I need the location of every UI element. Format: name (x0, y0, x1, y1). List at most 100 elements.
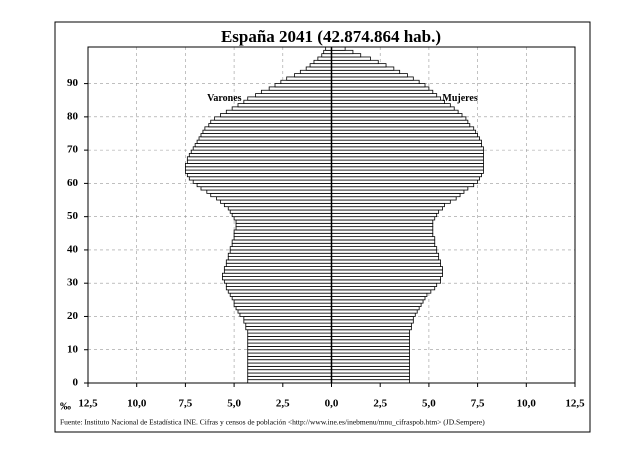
bar (331, 63, 387, 68)
bar (331, 126, 475, 131)
bar (247, 359, 332, 364)
x-tick-label: 12,5 (565, 398, 585, 410)
bar (274, 83, 332, 88)
bar (231, 239, 332, 244)
bar (227, 252, 332, 257)
y-tick-label: 40 (67, 243, 79, 255)
bar (323, 49, 332, 55)
bar (223, 202, 332, 208)
bar (233, 302, 332, 307)
bar (331, 73, 408, 78)
bar (313, 59, 332, 65)
bar (331, 153, 484, 158)
bar (331, 289, 432, 294)
bar (227, 206, 332, 211)
bar (331, 329, 410, 334)
y-tick-label: 0 (73, 377, 79, 389)
bar (331, 246, 438, 251)
bar (317, 56, 332, 61)
chart-title: España 2041 (42.874.864 hab.) (221, 27, 441, 46)
bar (233, 229, 332, 234)
bar (331, 319, 414, 324)
bar (331, 99, 445, 104)
bar (245, 326, 332, 331)
x-tick-label: 10,0 (517, 398, 537, 410)
bar (331, 226, 434, 231)
bar (331, 332, 410, 337)
bar (235, 306, 332, 311)
bar (331, 116, 467, 121)
bar (331, 202, 445, 208)
bar (260, 89, 332, 94)
bar (188, 153, 332, 158)
bar (194, 143, 332, 148)
bar (331, 259, 441, 264)
legend-label: Varones (207, 93, 242, 104)
bar (331, 262, 441, 267)
bar (243, 99, 332, 104)
bar (227, 256, 332, 261)
y-tick-label: 50 (67, 210, 79, 222)
bar (331, 296, 426, 301)
bar (331, 169, 484, 174)
bar (210, 192, 332, 198)
bar (255, 93, 332, 98)
bar (196, 139, 332, 144)
bar (331, 56, 371, 61)
bar (294, 73, 332, 78)
bar (331, 312, 416, 317)
bar (331, 229, 434, 234)
bar (331, 222, 434, 228)
bar (229, 209, 332, 214)
bar (280, 79, 332, 84)
bar (204, 126, 332, 131)
bar (331, 249, 438, 254)
bar (206, 189, 332, 194)
bar (305, 66, 332, 71)
bar (331, 166, 484, 171)
bar (331, 189, 465, 194)
bar (331, 129, 477, 134)
bar (225, 282, 332, 287)
y-tick-label: 20 (67, 310, 79, 322)
bar (331, 352, 410, 357)
bar (331, 209, 440, 214)
bar (331, 219, 434, 224)
bar (331, 163, 484, 168)
bar (331, 89, 434, 94)
bar (247, 332, 332, 337)
bar (225, 286, 332, 291)
bar (210, 119, 332, 124)
bar (331, 76, 414, 81)
bar (331, 83, 426, 88)
x-tick-label: 7,5 (179, 398, 193, 410)
bar (331, 66, 395, 71)
bar (222, 276, 332, 281)
bar (196, 182, 332, 188)
y-tick-label: 90 (67, 77, 79, 89)
bar (225, 109, 332, 114)
y-tick-label: 30 (67, 277, 79, 289)
bar (331, 156, 484, 161)
bar (243, 316, 332, 321)
bar (331, 316, 414, 321)
bar (331, 159, 484, 164)
bar (331, 182, 475, 188)
bar (331, 336, 410, 341)
x-unit: ‰ (60, 401, 71, 413)
bar (331, 292, 428, 297)
bar (331, 342, 410, 347)
bar (331, 322, 412, 327)
x-tick-label: 10,0 (127, 398, 147, 410)
bar (331, 192, 461, 198)
bar (331, 196, 457, 201)
bar (225, 259, 332, 264)
bar (331, 119, 469, 124)
bar (231, 212, 332, 218)
bar (237, 103, 332, 108)
bar (331, 272, 443, 277)
bar (235, 219, 332, 224)
bar (309, 63, 332, 68)
bar (331, 256, 440, 261)
